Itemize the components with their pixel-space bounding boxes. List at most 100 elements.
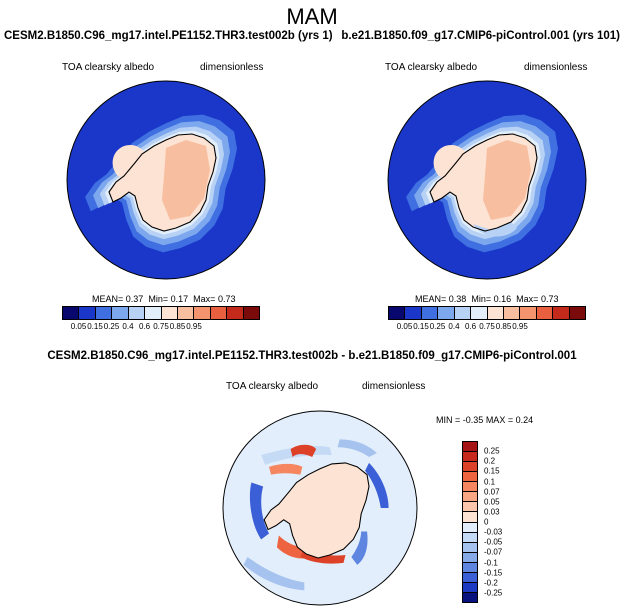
colorbar-swatch	[243, 307, 260, 319]
colorbar-tick-label: -0.05	[484, 537, 503, 547]
min-label-diff: MIN =	[436, 415, 461, 425]
max-label-right: Max=	[516, 294, 539, 304]
colorbar-tick-label: 0.25	[429, 322, 446, 331]
colorbar-swatch	[463, 462, 477, 473]
colorbar-tick-label: 0.15	[87, 322, 103, 331]
colorbar-tick-label: 0.05	[396, 322, 413, 331]
min-label-left: Min=	[148, 294, 169, 304]
colorbar-swatch	[536, 307, 554, 319]
stats-left: MEAN= 0.37 Min= 0.17 Max= 0.73	[92, 294, 235, 304]
colorbar-tick-label: -0.07	[484, 547, 503, 557]
colorbar-tick-label: 0.4	[122, 322, 134, 331]
colorbar-tick-label: -0.1	[484, 558, 498, 567]
colorbar-swatch	[569, 307, 586, 319]
colorbar-tick-label: -0.15	[484, 568, 503, 578]
colorbar-right	[388, 306, 586, 320]
max-value-diff: 0.24	[515, 415, 534, 425]
map-panel-left	[66, 80, 266, 280]
colorbar-swatch	[463, 482, 477, 493]
max-value-left: 0.73	[217, 294, 236, 304]
colorbar-tick-label: 0.95	[512, 322, 528, 331]
colorbar-tick-label: 0.05	[70, 322, 87, 331]
colorbar-swatch	[463, 552, 477, 563]
colorbar-difference	[462, 441, 478, 603]
figure-title: MAM	[286, 4, 338, 29]
colorbar-tick-label: 0.75	[153, 322, 169, 331]
colorbar-swatch	[463, 582, 477, 593]
colorbar-tick-label: 0.6	[464, 322, 477, 331]
colorbar-ticks-right: 0.05 0.15 0.25 0.4 0.6 0.75 0.85 0.95	[388, 322, 586, 332]
colorbar-tick-label: 0.85	[169, 322, 186, 331]
colorbar-swatch	[463, 592, 477, 602]
colorbar-swatch	[471, 307, 488, 319]
colorbar-tick-label: 0.15	[484, 466, 500, 476]
colorbar-swatch	[503, 307, 521, 319]
variable-label-diff: TOA clearsky albedo	[226, 381, 319, 392]
colorbar-swatch	[463, 492, 477, 503]
mean-label-right: MEAN=	[415, 294, 447, 304]
colorbar-tick-label: 0.2	[484, 456, 496, 466]
colorbar-ticks-difference: 0.25 0.2 0.15 0.1 0.07 0.05 0.03 0 -0.03 -0.05 -0.…	[484, 441, 514, 603]
colorbar-swatch	[128, 307, 146, 319]
min-value-right: 0.16	[493, 294, 512, 304]
colorbar-swatch	[463, 472, 477, 483]
colorbar-tick-label: 0.15	[413, 322, 429, 331]
colorbar-tick-label: 0.1	[484, 477, 496, 486]
colorbar-left	[62, 306, 260, 320]
min-label-right: Min=	[471, 294, 492, 304]
colorbar-tick-label: -0.03	[484, 527, 503, 537]
colorbar-swatch	[463, 442, 477, 453]
colorbar-swatch	[463, 572, 477, 583]
colorbar-swatch	[210, 307, 228, 319]
colorbar-swatch	[112, 307, 129, 319]
mean-value-right: 0.38	[448, 294, 467, 304]
units-label-diff: dimensionless	[362, 381, 426, 392]
colorbar-swatch	[438, 307, 455, 319]
colorbar-ticks-left: 0.05 0.15 0.25 0.4 0.6 0.75 0.85 0.95	[62, 322, 260, 332]
units-label-left: dimensionless	[200, 62, 264, 73]
min-value-left: 0.17	[170, 294, 189, 304]
map-panel-right	[387, 80, 587, 280]
colorbar-swatch	[463, 542, 477, 553]
colorbar-swatch	[161, 307, 178, 319]
colorbar-swatch	[463, 502, 477, 513]
case-title-right: b.e21.B1850.f09_g17.CMIP6-piControl.001 …	[341, 30, 620, 42]
units-label-right: dimensionless	[524, 62, 588, 73]
colorbar-tick-label: 0.25	[484, 446, 500, 456]
colorbar-tick-label: 0.03	[484, 507, 500, 517]
colorbar-swatch	[227, 307, 244, 319]
colorbar-swatch	[487, 307, 504, 319]
colorbar-swatch	[405, 307, 422, 319]
colorbar-swatch	[177, 307, 195, 319]
colorbar-swatch	[463, 532, 477, 543]
colorbar-swatch	[463, 522, 477, 533]
difference-title: CESM2.B1850.C96_mg17.intel.PE1152.THR3.t…	[47, 350, 577, 362]
colorbar-tick-label: -0.25	[484, 588, 503, 598]
mean-value-left: 0.37	[125, 294, 144, 304]
colorbar-swatch	[389, 307, 406, 319]
max-value-right: 0.73	[540, 294, 559, 304]
colorbar-tick-label: 0.75	[479, 322, 495, 331]
colorbar-swatch	[463, 562, 477, 573]
colorbar-tick-label: 0	[484, 517, 489, 527]
colorbar-swatch	[63, 307, 80, 319]
colorbar-tick-label: 0.6	[138, 322, 151, 331]
colorbar-swatch	[553, 307, 570, 319]
colorbar-tick-label: 0.4	[448, 322, 460, 331]
colorbar-swatch	[454, 307, 472, 319]
variable-label-left: TOA clearsky albedo	[62, 62, 155, 73]
colorbar-tick-label: -0.2	[484, 578, 498, 588]
map-panel-difference	[222, 410, 418, 606]
colorbar-swatch	[95, 307, 113, 319]
colorbar-swatch	[520, 307, 537, 319]
colorbar-tick-label: 0.95	[186, 322, 202, 331]
colorbar-swatch	[463, 512, 477, 523]
colorbar-tick-label: 0.85	[495, 322, 512, 331]
colorbar-tick-label: 0.05	[484, 497, 500, 507]
colorbar-swatch	[463, 452, 477, 463]
colorbar-swatch	[145, 307, 162, 319]
colorbar-tick-label: 0.25	[103, 322, 120, 331]
max-label-left: Max=	[193, 294, 216, 304]
colorbar-swatch	[421, 307, 439, 319]
stats-right: MEAN= 0.38 Min= 0.16 Max= 0.73	[415, 294, 558, 304]
